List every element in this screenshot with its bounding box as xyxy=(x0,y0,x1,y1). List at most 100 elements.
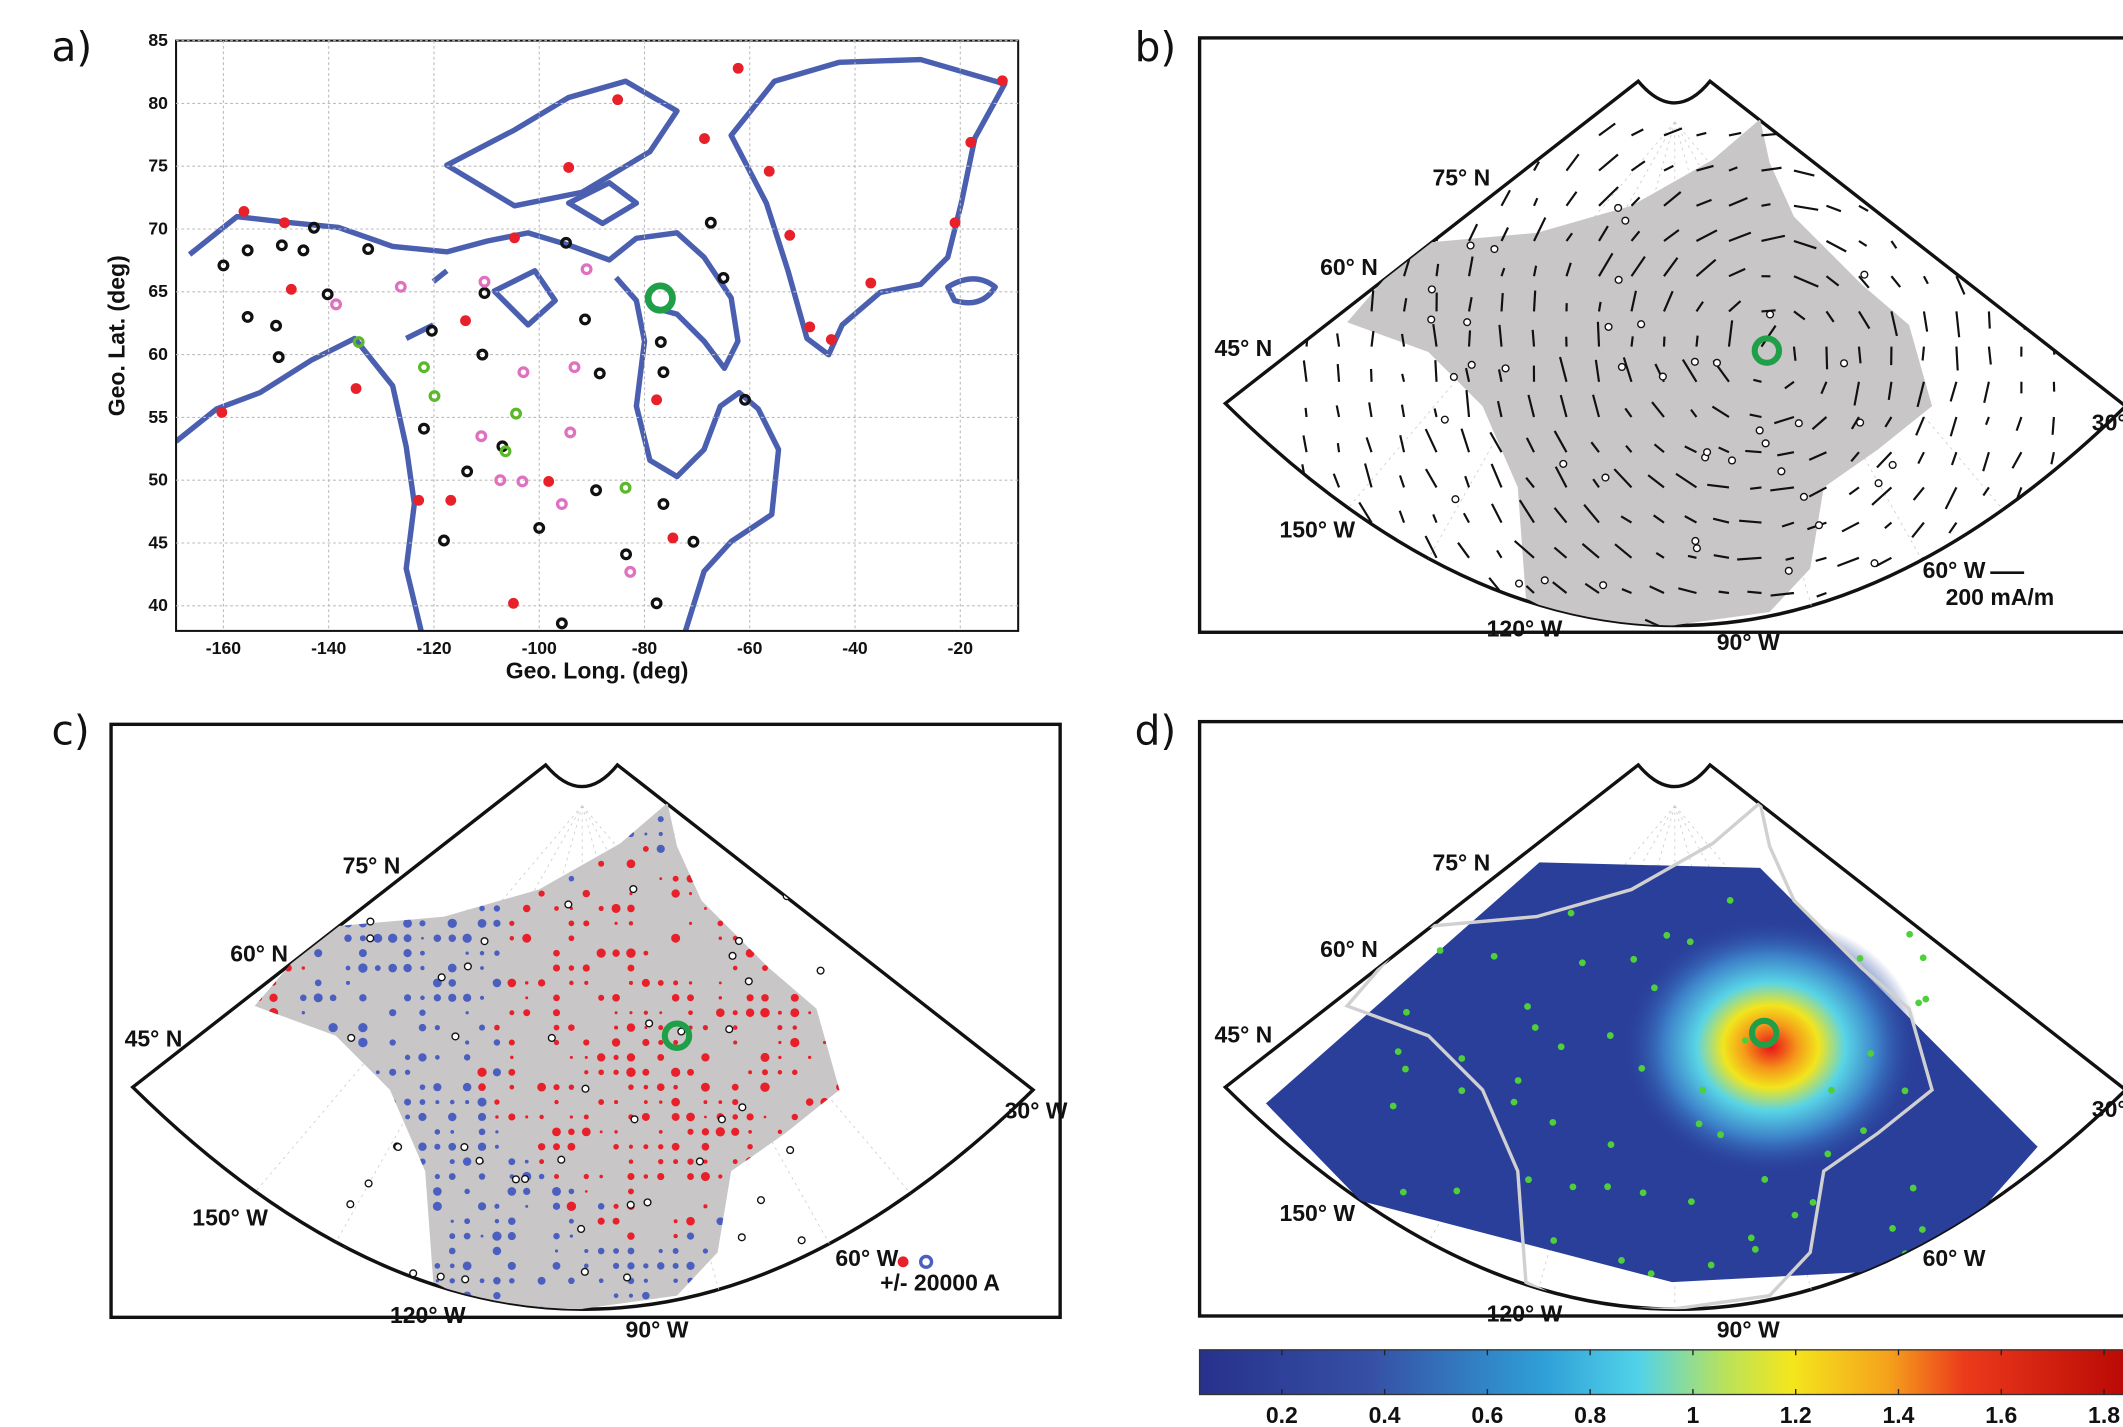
field-dot xyxy=(896,1218,902,1224)
field-dot xyxy=(760,1082,770,1092)
field-dot xyxy=(448,993,457,1002)
field-dot xyxy=(718,1100,723,1104)
field-vector xyxy=(1500,292,1504,312)
station xyxy=(577,1224,586,1234)
map-frame xyxy=(1197,36,2123,634)
field-vector xyxy=(1467,330,1472,347)
station xyxy=(622,1273,632,1282)
field-vector xyxy=(1944,486,1958,510)
station xyxy=(1458,1087,1466,1095)
station-point xyxy=(508,597,519,609)
lat-label: 45° N xyxy=(1214,335,1272,361)
field-dot xyxy=(882,892,885,895)
field-dot xyxy=(525,1115,529,1119)
field-vector xyxy=(1955,311,1961,338)
field-vector xyxy=(1770,591,1795,597)
field-dot xyxy=(479,950,485,956)
field-dot xyxy=(746,1113,754,1121)
field-dot xyxy=(925,1307,932,1314)
field-vector xyxy=(1955,240,1967,258)
field-vector xyxy=(1848,486,1860,496)
field-dot xyxy=(227,862,230,865)
field-dot xyxy=(212,832,216,836)
station-point xyxy=(494,474,507,487)
field-dot xyxy=(627,904,635,913)
field-dot xyxy=(673,1159,679,1165)
station-point xyxy=(949,217,961,229)
field-dot xyxy=(837,817,840,821)
field-vector xyxy=(1785,556,1795,561)
field-vector xyxy=(1793,310,1806,321)
field-dot xyxy=(360,831,366,837)
field-vector xyxy=(1488,577,1503,594)
field-dot xyxy=(730,1306,740,1310)
field-dot xyxy=(775,844,785,854)
field-dot xyxy=(226,1293,231,1298)
field-dot xyxy=(582,889,591,898)
lat-label: 45° N xyxy=(125,1026,183,1052)
station-point xyxy=(563,162,575,173)
field-dot xyxy=(433,934,442,943)
field-vector xyxy=(1651,401,1665,418)
lon-label: 90° W xyxy=(1717,1317,1780,1343)
field-dot xyxy=(403,1291,412,1300)
field-dot xyxy=(539,1159,545,1165)
field-dot xyxy=(494,950,500,956)
field-vector xyxy=(1630,256,1646,277)
field-vector xyxy=(1695,258,1717,278)
field-dot xyxy=(449,1263,455,1269)
station xyxy=(564,900,573,909)
field-vector xyxy=(2045,486,2055,507)
station xyxy=(1747,1234,1755,1242)
field-vector xyxy=(1784,380,1795,390)
field-vector xyxy=(1598,252,1614,277)
field-vector xyxy=(1761,166,1782,172)
field-dot xyxy=(716,1008,725,1018)
colorbar-tick-label: 1.2 xyxy=(1780,1402,1812,1427)
field-dot xyxy=(493,1277,501,1285)
field-dot xyxy=(957,1175,961,1179)
field-dot xyxy=(820,874,829,883)
field-vector xyxy=(1460,619,1470,626)
field-dot xyxy=(628,1144,634,1149)
field-dot xyxy=(718,996,723,1000)
field-vector xyxy=(1949,381,1958,402)
field-dot xyxy=(463,993,472,1002)
field-vector xyxy=(1655,552,1665,559)
station-point xyxy=(763,165,775,177)
field-dot xyxy=(583,1114,589,1120)
station-point xyxy=(272,351,285,364)
station-point xyxy=(475,430,488,443)
station xyxy=(1717,1131,1724,1139)
field-dot xyxy=(910,1203,917,1210)
field-dot xyxy=(657,816,664,823)
field-dot xyxy=(552,1009,561,1017)
station xyxy=(1453,1187,1461,1195)
station xyxy=(1695,1120,1703,1128)
field-dot xyxy=(283,859,293,869)
panel-label: b) xyxy=(1135,23,1177,71)
map-frame xyxy=(1197,719,2123,1318)
field-dot xyxy=(658,1144,664,1150)
field-vector xyxy=(1559,394,1568,418)
field-dot xyxy=(880,815,887,822)
field-vector xyxy=(1368,402,1373,418)
field-dot xyxy=(894,815,903,824)
station xyxy=(1451,495,1460,504)
field-dot xyxy=(701,1128,710,1136)
field-dot xyxy=(745,1008,755,1017)
field-vector xyxy=(1613,468,1633,489)
field-dot xyxy=(613,1143,619,1150)
field-vector xyxy=(1955,346,1959,371)
lon-label: 120° W xyxy=(1487,615,1563,641)
field-dot xyxy=(508,1158,516,1166)
coastline xyxy=(1344,799,1934,1310)
field-dot xyxy=(449,1099,455,1105)
field-dot xyxy=(478,1024,486,1031)
field-dot xyxy=(493,1039,501,1046)
station xyxy=(1604,322,1613,331)
field-dot xyxy=(270,846,277,852)
station-point xyxy=(478,287,491,300)
